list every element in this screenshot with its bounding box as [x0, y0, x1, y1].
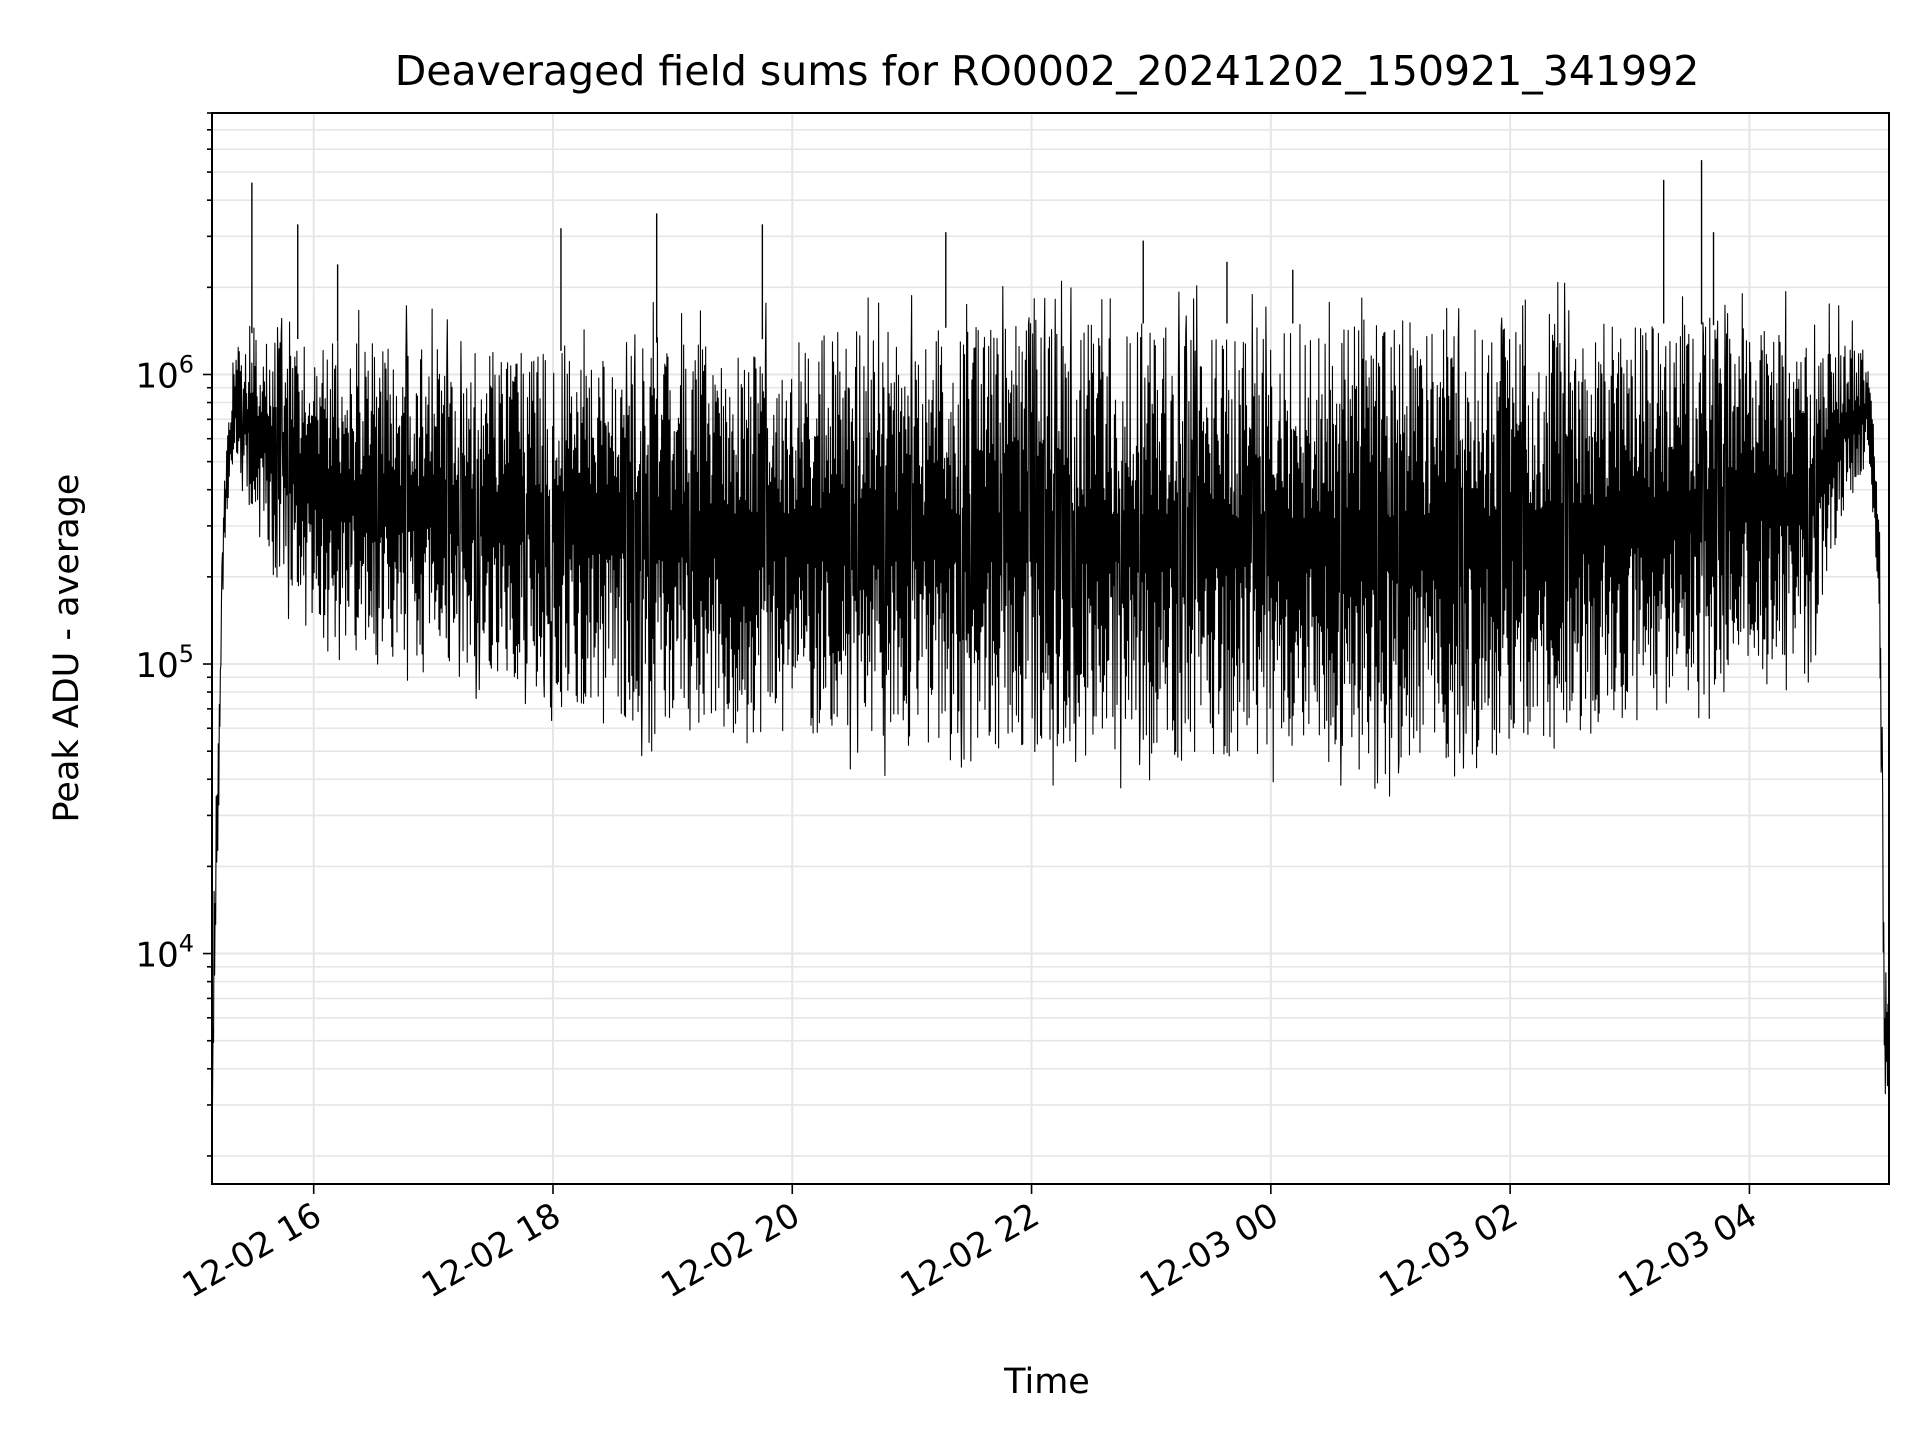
y-axis-label: Peak ADU - average [47, 474, 87, 823]
x-axis-label: Time [1003, 1362, 1090, 1402]
data-series [211, 160, 1890, 1128]
x-tick-label: 12-03 00 [1133, 1195, 1285, 1306]
x-tick-label: 12-02 16 [176, 1195, 328, 1306]
y-axis: 104 105 106 [135, 112, 212, 1157]
x-tick-label: 12-03 02 [1372, 1195, 1524, 1306]
y-tick-label: 106 [135, 350, 194, 396]
chart-title: Deaveraged field sums for RO0002_2024120… [395, 47, 1700, 95]
x-tick-label: 12-02 20 [654, 1195, 806, 1306]
data-line [211, 280, 1890, 1128]
plot-frame [211, 112, 1890, 1185]
x-tick-label: 12-02 22 [894, 1195, 1046, 1306]
y-tick-label: 105 [135, 640, 194, 686]
x-axis: 12-02 16 12-02 18 12-02 20 12-02 22 12-03 00… [176, 1184, 1764, 1306]
y-tick-label: 104 [135, 930, 194, 976]
x-tick-label: 12-02 18 [415, 1195, 567, 1306]
x-tick-label: 12-03 04 [1612, 1195, 1764, 1306]
